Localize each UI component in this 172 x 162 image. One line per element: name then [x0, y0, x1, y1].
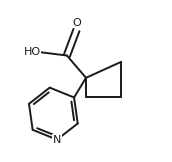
Text: N: N: [53, 135, 61, 145]
Text: O: O: [72, 18, 81, 28]
Text: HO: HO: [24, 47, 41, 57]
